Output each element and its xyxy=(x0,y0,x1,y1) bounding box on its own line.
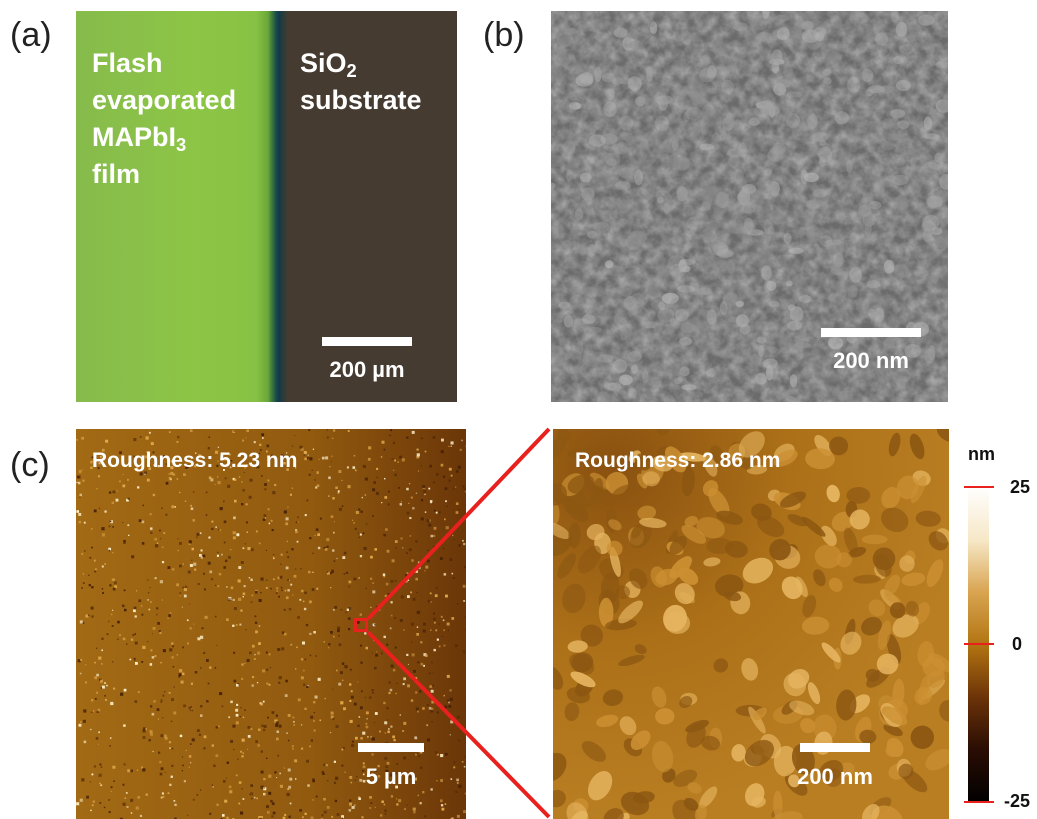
film-label-line1: Flash xyxy=(92,48,163,78)
scale-bar-c-left xyxy=(358,743,424,752)
colorbar-label-max: 25 xyxy=(1010,477,1031,497)
scale-label-a: 200 µm xyxy=(329,357,405,382)
afm-zoom-scan: Roughness: 2.86 nm 200 nm xyxy=(553,429,949,819)
afm-zoom-texture xyxy=(553,429,949,819)
scale-label-b: 200 nm xyxy=(833,348,909,373)
colorbar-label-zero: 0 xyxy=(1012,634,1023,654)
substrate-label-line1: SiO2 xyxy=(300,45,422,82)
roughness-label-left: Roughness: 5.23 nm xyxy=(92,449,298,472)
panel-c-label: (c) xyxy=(10,446,50,484)
film-formula: MAPbI xyxy=(92,122,176,152)
substrate-label: SiO2 substrate xyxy=(300,45,422,119)
panel-a-label: (a) xyxy=(10,16,52,54)
substrate-formula: SiO xyxy=(300,48,347,78)
substrate-label-line2: substrate xyxy=(300,85,422,115)
zoom-region-marker xyxy=(354,618,368,632)
scale-bar-c-right xyxy=(800,743,870,752)
film-label-line4: film xyxy=(92,159,141,189)
roughness-label-right: Roughness: 2.86 nm xyxy=(575,449,781,472)
afm-large-texture xyxy=(76,429,466,819)
optical-micrograph: Flash evaporated MAPbI3 film SiO2 substr… xyxy=(76,11,457,402)
film-formula-subscript: 3 xyxy=(176,134,187,156)
film-label-line2: evaporated xyxy=(92,85,237,115)
film-label-line3: MAPbI3 xyxy=(92,119,236,156)
afm-large-scan: Roughness: 5.23 nm 5 µm xyxy=(76,429,466,819)
colorbar-tick-mid xyxy=(964,643,994,645)
panel-b-label: (b) xyxy=(483,16,525,54)
colorbar xyxy=(968,487,989,803)
scale-bar-b xyxy=(821,328,921,337)
colorbar-unit-label: nm xyxy=(968,444,995,464)
scale-label-c-left: 5 µm xyxy=(365,764,417,789)
colorbar-tick-top xyxy=(964,486,994,488)
film-label: Flash evaporated MAPbI3 film xyxy=(92,45,236,193)
scale-bar-a xyxy=(322,337,412,346)
scale-label-c-right: 200 nm xyxy=(797,764,873,789)
sem-texture xyxy=(551,11,948,402)
colorbar-label-min: -25 xyxy=(1004,791,1031,811)
sem-micrograph: 200 nm xyxy=(551,11,948,402)
substrate-formula-subscript: 2 xyxy=(346,60,357,82)
colorbar-tick-bottom xyxy=(964,801,994,803)
